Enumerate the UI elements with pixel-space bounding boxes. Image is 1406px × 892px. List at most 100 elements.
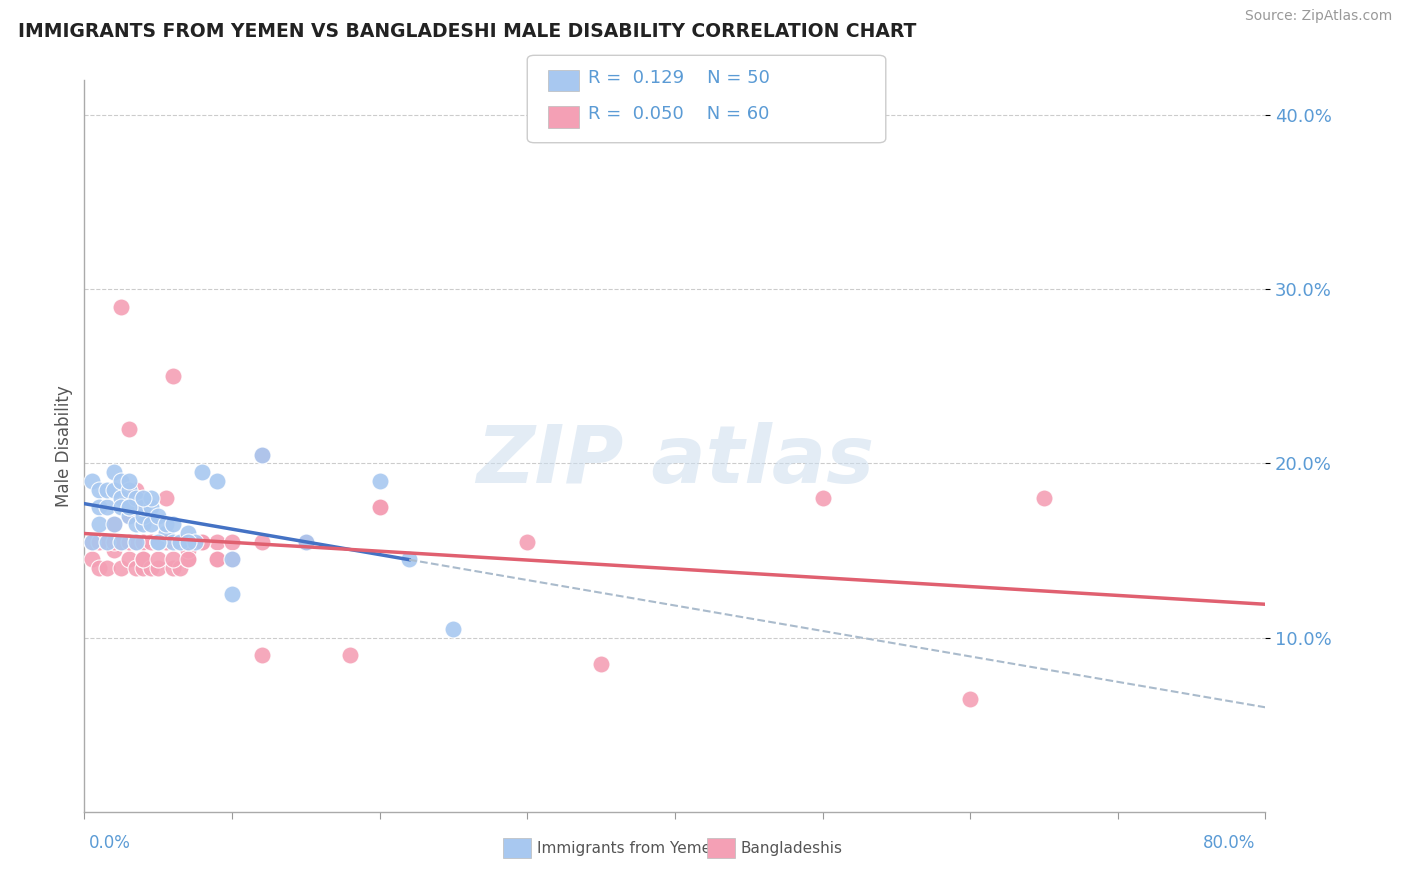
Point [177,534,200,549]
Point [368,474,391,488]
Point [169,534,191,549]
Point [221,552,243,566]
Point [207,534,229,549]
Point [191,534,214,549]
Point [103,517,125,532]
Point [96,534,118,549]
Point [125,534,148,549]
Point [110,534,132,549]
Point [139,491,162,506]
Point [162,552,184,566]
Point [103,483,125,497]
Point [169,534,191,549]
Point [118,500,141,514]
Point [132,491,155,506]
Point [221,534,243,549]
Text: ZIP atlas: ZIP atlas [475,422,875,500]
Point [207,474,229,488]
Text: 80.0%: 80.0% [1204,834,1256,852]
Point [191,465,214,479]
Point [155,534,177,549]
Point [162,561,184,575]
Point [398,552,420,566]
Point [118,552,141,566]
Point [118,474,141,488]
Point [110,534,132,549]
Point [132,552,155,566]
Point [155,526,177,541]
Point [96,483,118,497]
Point [1033,491,1056,506]
Point [118,421,141,435]
Text: Immigrants from Yemen: Immigrants from Yemen [537,841,721,855]
Point [811,491,834,506]
Point [155,491,177,506]
Point [118,508,141,523]
Point [295,534,318,549]
Point [162,534,184,549]
Point [959,691,981,706]
Point [177,552,200,566]
Point [177,543,200,558]
Point [443,622,465,636]
Point [139,517,162,532]
Point [184,534,207,549]
Point [139,561,162,575]
Point [87,500,111,514]
Point [110,491,132,506]
Point [250,648,273,662]
Point [96,534,118,549]
Point [96,561,118,575]
Point [148,534,170,549]
Point [110,474,132,488]
Point [148,552,170,566]
Point [80,552,103,566]
Point [110,500,132,514]
Point [191,534,214,549]
Point [132,561,155,575]
Point [221,587,243,601]
Point [96,500,118,514]
Point [87,561,111,575]
Point [139,534,162,549]
Text: Bangladeshis: Bangladeshis [741,841,844,855]
Point [125,534,148,549]
Point [148,561,170,575]
Y-axis label: Male Disability: Male Disability [55,385,73,507]
Point [125,517,148,532]
Point [516,534,538,549]
Point [132,500,155,514]
Point [162,517,184,532]
Point [110,300,132,314]
Point [132,508,155,523]
Point [177,526,200,541]
Point [250,448,273,462]
Point [80,474,103,488]
Point [118,534,141,549]
Text: IMMIGRANTS FROM YEMEN VS BANGLADESHI MALE DISABILITY CORRELATION CHART: IMMIGRANTS FROM YEMEN VS BANGLADESHI MAL… [18,22,917,41]
Point [368,500,391,514]
Text: R =  0.129    N = 50: R = 0.129 N = 50 [588,69,769,87]
Point [125,491,148,506]
Point [250,448,273,462]
Point [339,648,361,662]
Point [87,483,111,497]
Point [207,552,229,566]
Point [132,517,155,532]
Point [125,483,148,497]
Point [118,483,141,497]
Text: R =  0.050    N = 60: R = 0.050 N = 60 [588,105,769,123]
Point [80,534,103,549]
Point [177,552,200,566]
Point [118,508,141,523]
Point [591,657,613,671]
Point [148,534,170,549]
Point [162,369,184,384]
Point [103,517,125,532]
Point [87,517,111,532]
Point [295,534,318,549]
Point [103,465,125,479]
Point [132,552,155,566]
Point [103,543,125,558]
Point [207,552,229,566]
